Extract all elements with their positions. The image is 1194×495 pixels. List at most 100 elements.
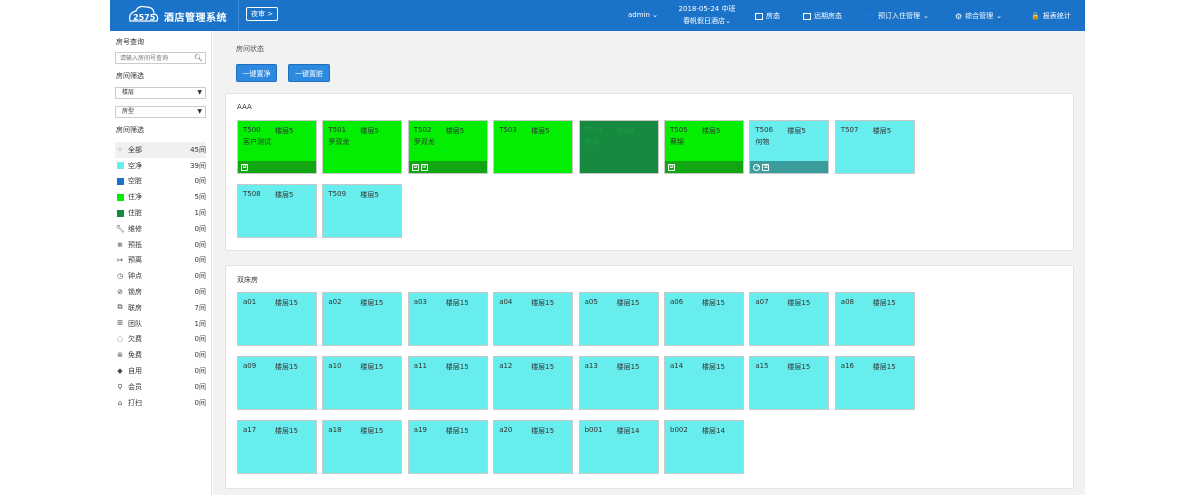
room-number: T501 [328, 126, 347, 134]
room-query-label: 房号查询 [116, 38, 144, 46]
status-filter-item[interactable]: 空净 39间 [115, 158, 206, 174]
room-floor: 楼层15 [702, 363, 725, 371]
status-filter-item[interactable]: 住脏 1间 [115, 205, 206, 221]
room-tile[interactable]: T509 楼层5 [322, 184, 403, 238]
room-number: a04 [499, 298, 513, 306]
status-filter-item[interactable]: ◌ 欠费 0间 [115, 332, 206, 348]
room-tile[interactable]: a04 楼层15 [493, 292, 574, 346]
room-floor: 楼层5 [531, 127, 550, 135]
status-filter-count: 1间 [194, 319, 206, 328]
room-number: T505 [670, 126, 688, 134]
nav-management[interactable]: ⚙ 综合管理 ⌄ [955, 11, 1002, 21]
room-number: a14 [670, 362, 684, 370]
status-filter-label: 联房 [128, 303, 142, 312]
room-tile[interactable]: T504 楼层5 测试 [578, 120, 659, 174]
set-all-dirty-button[interactable]: 一键置脏 [288, 64, 330, 82]
floor-select[interactable]: 楼层 ▼ [115, 87, 206, 99]
set-all-clean-button[interactable]: 一键置净 [236, 64, 277, 82]
room-tile[interactable]: a15 楼层15 [749, 356, 830, 410]
room-tile[interactable]: a09 楼层15 [237, 356, 317, 410]
status-filter-list: ⁘ 全部 45间 空净 39间 空脏 0间 住净 5间 住脏 1间 🔧︎ 维修 0间 ⊕ 预抵 0间 ↦ 预离 0间 ◷… [115, 142, 206, 411]
status-filter-count: 5间 [194, 193, 206, 202]
room-tile[interactable]: a01 楼层15 [237, 292, 317, 346]
room-tile[interactable]: a17 楼层15 [237, 420, 317, 474]
room-floor: 楼层15 [616, 299, 640, 307]
nav-reports[interactable]: 🔒 报表统计 [1031, 11, 1071, 21]
status-filter-item[interactable]: ⧉ 联房 7间 [115, 300, 207, 316]
status-filter-item[interactable]: ↦ 预离 0间 [115, 253, 206, 269]
room-type-select[interactable]: 房型 ▼ [115, 106, 206, 118]
room-tile[interactable]: T501 楼层5 罗双龙 [322, 120, 403, 174]
nav-booking[interactable]: 👤 预订入住管理 ⌄ [865, 11, 929, 21]
status-filter-item[interactable]: 住净 5间 [115, 189, 206, 205]
room-tile[interactable]: a06 楼层15 [664, 292, 744, 346]
room-number: T509 [328, 190, 347, 198]
room-tile[interactable]: a05 楼层15 [578, 292, 659, 346]
night-audit-button[interactable]: 夜审 > [246, 7, 279, 21]
status-filter-item[interactable]: ◆ 自用 0间 [115, 363, 206, 379]
nav-label: 预订入住管理 [877, 12, 920, 20]
room-floor: 楼层15 [275, 363, 298, 371]
team-icon: ꕥ [420, 163, 428, 171]
status-filter-count: 0间 [194, 382, 206, 391]
team-icon: ꕥ [116, 319, 124, 328]
room-floor: 楼层15 [445, 427, 469, 435]
room-tile[interactable]: b001 楼层14 [578, 420, 659, 474]
status-filter-label: 自用 [128, 367, 142, 376]
room-tile[interactable]: a03 楼层15 [407, 292, 488, 346]
hotel-name: 春帆假日酒店 [683, 17, 726, 25]
room-tile[interactable]: a14 楼层15 [664, 356, 744, 410]
status-filter-item[interactable]: ⊛ 免费 0间 [115, 347, 206, 363]
room-floor: 楼层5 [787, 127, 806, 135]
room-tile[interactable]: T506 楼层5 何物 → ⧉ [749, 120, 830, 174]
room-tile[interactable]: T507 楼层5 [834, 120, 915, 174]
room-floor: 楼层15 [872, 299, 896, 307]
caret-down-icon: ▼ [197, 89, 202, 96]
room-tile[interactable]: a11 楼层15 [407, 356, 488, 410]
shift-info[interactable]: 2018-05-24 中班 春帆假日酒店⌄ [672, 3, 742, 27]
room-floor: 楼层14 [616, 427, 640, 435]
guest-name: 何物 [755, 138, 770, 146]
room-tile[interactable]: a07 楼层15 [749, 292, 830, 346]
status-filter-item[interactable]: ⊕ 预抵 0间 [115, 237, 206, 253]
status-filter-item[interactable]: 空脏 0间 [115, 174, 206, 190]
room-tile[interactable]: T502 楼层5 罗双龙 ⧉ ꕥ [407, 120, 488, 174]
room-tile[interactable]: a02 楼层15 [322, 292, 403, 346]
room-tile[interactable]: a13 楼层15 [578, 356, 659, 410]
nav-future-status[interactable]: 远期房态 [803, 11, 842, 21]
hotel-selector[interactable]: 春帆假日酒店⌄ [672, 15, 742, 27]
status-filter-item[interactable]: ⁘ 全部 45间 [115, 142, 206, 158]
room-search-input[interactable] [115, 52, 206, 64]
room-tile[interactable]: a18 楼层15 [322, 420, 403, 474]
nav-room-status[interactable]: 房态 [755, 11, 780, 21]
clock-icon: ◷ [116, 272, 124, 281]
room-tile[interactable]: a08 楼层15 [834, 292, 915, 346]
status-filter-label: 住净 [128, 193, 142, 202]
room-tile[interactable]: a12 楼层15 [493, 356, 574, 410]
status-filter-item[interactable]: ⚲ 会员 0间 [115, 379, 206, 395]
guest-name: 测试 [584, 138, 599, 146]
room-tile[interactable]: a16 楼层15 [834, 356, 915, 410]
status-filter-label: 团队 [128, 319, 142, 328]
search-icon[interactable]: 🔍︎ [194, 54, 203, 62]
user-name: admin [628, 11, 650, 19]
lock-icon: 🔒 [1031, 12, 1040, 20]
room-tile[interactable]: a19 楼层15 [407, 420, 488, 474]
room-tile[interactable]: a10 楼层15 [322, 356, 403, 410]
room-tile[interactable]: b002 楼层14 [664, 420, 744, 474]
room-number: a09 [243, 362, 257, 370]
room-floor: 楼层15 [702, 299, 725, 307]
user-menu[interactable]: admin ⌄ [628, 11, 658, 19]
status-filter-item[interactable]: ꕥ 团队 1间 [115, 316, 206, 332]
room-number: a11 [413, 362, 427, 370]
room-tile[interactable]: T503 楼层5 [493, 120, 574, 174]
room-tile[interactable]: T508 楼层5 [237, 184, 317, 238]
status-filter-item[interactable]: ⊘ 锁房 0间 [115, 284, 206, 300]
room-tile[interactable]: T500 楼层5 客户测试 ⧉ [237, 120, 317, 174]
room-tile[interactable]: T505 楼层5 蔡锦 ⧉ [664, 120, 744, 174]
status-filter-item[interactable]: 🔧︎ 维修 0间 [115, 221, 206, 237]
app-title: 酒店管理系统 [164, 13, 227, 24]
room-tile[interactable]: a20 楼层15 [493, 420, 574, 474]
status-filter-item[interactable]: ⌂ 打扫 0间 [115, 395, 206, 411]
status-filter-item[interactable]: ◷ 钟点 0间 [115, 268, 206, 284]
